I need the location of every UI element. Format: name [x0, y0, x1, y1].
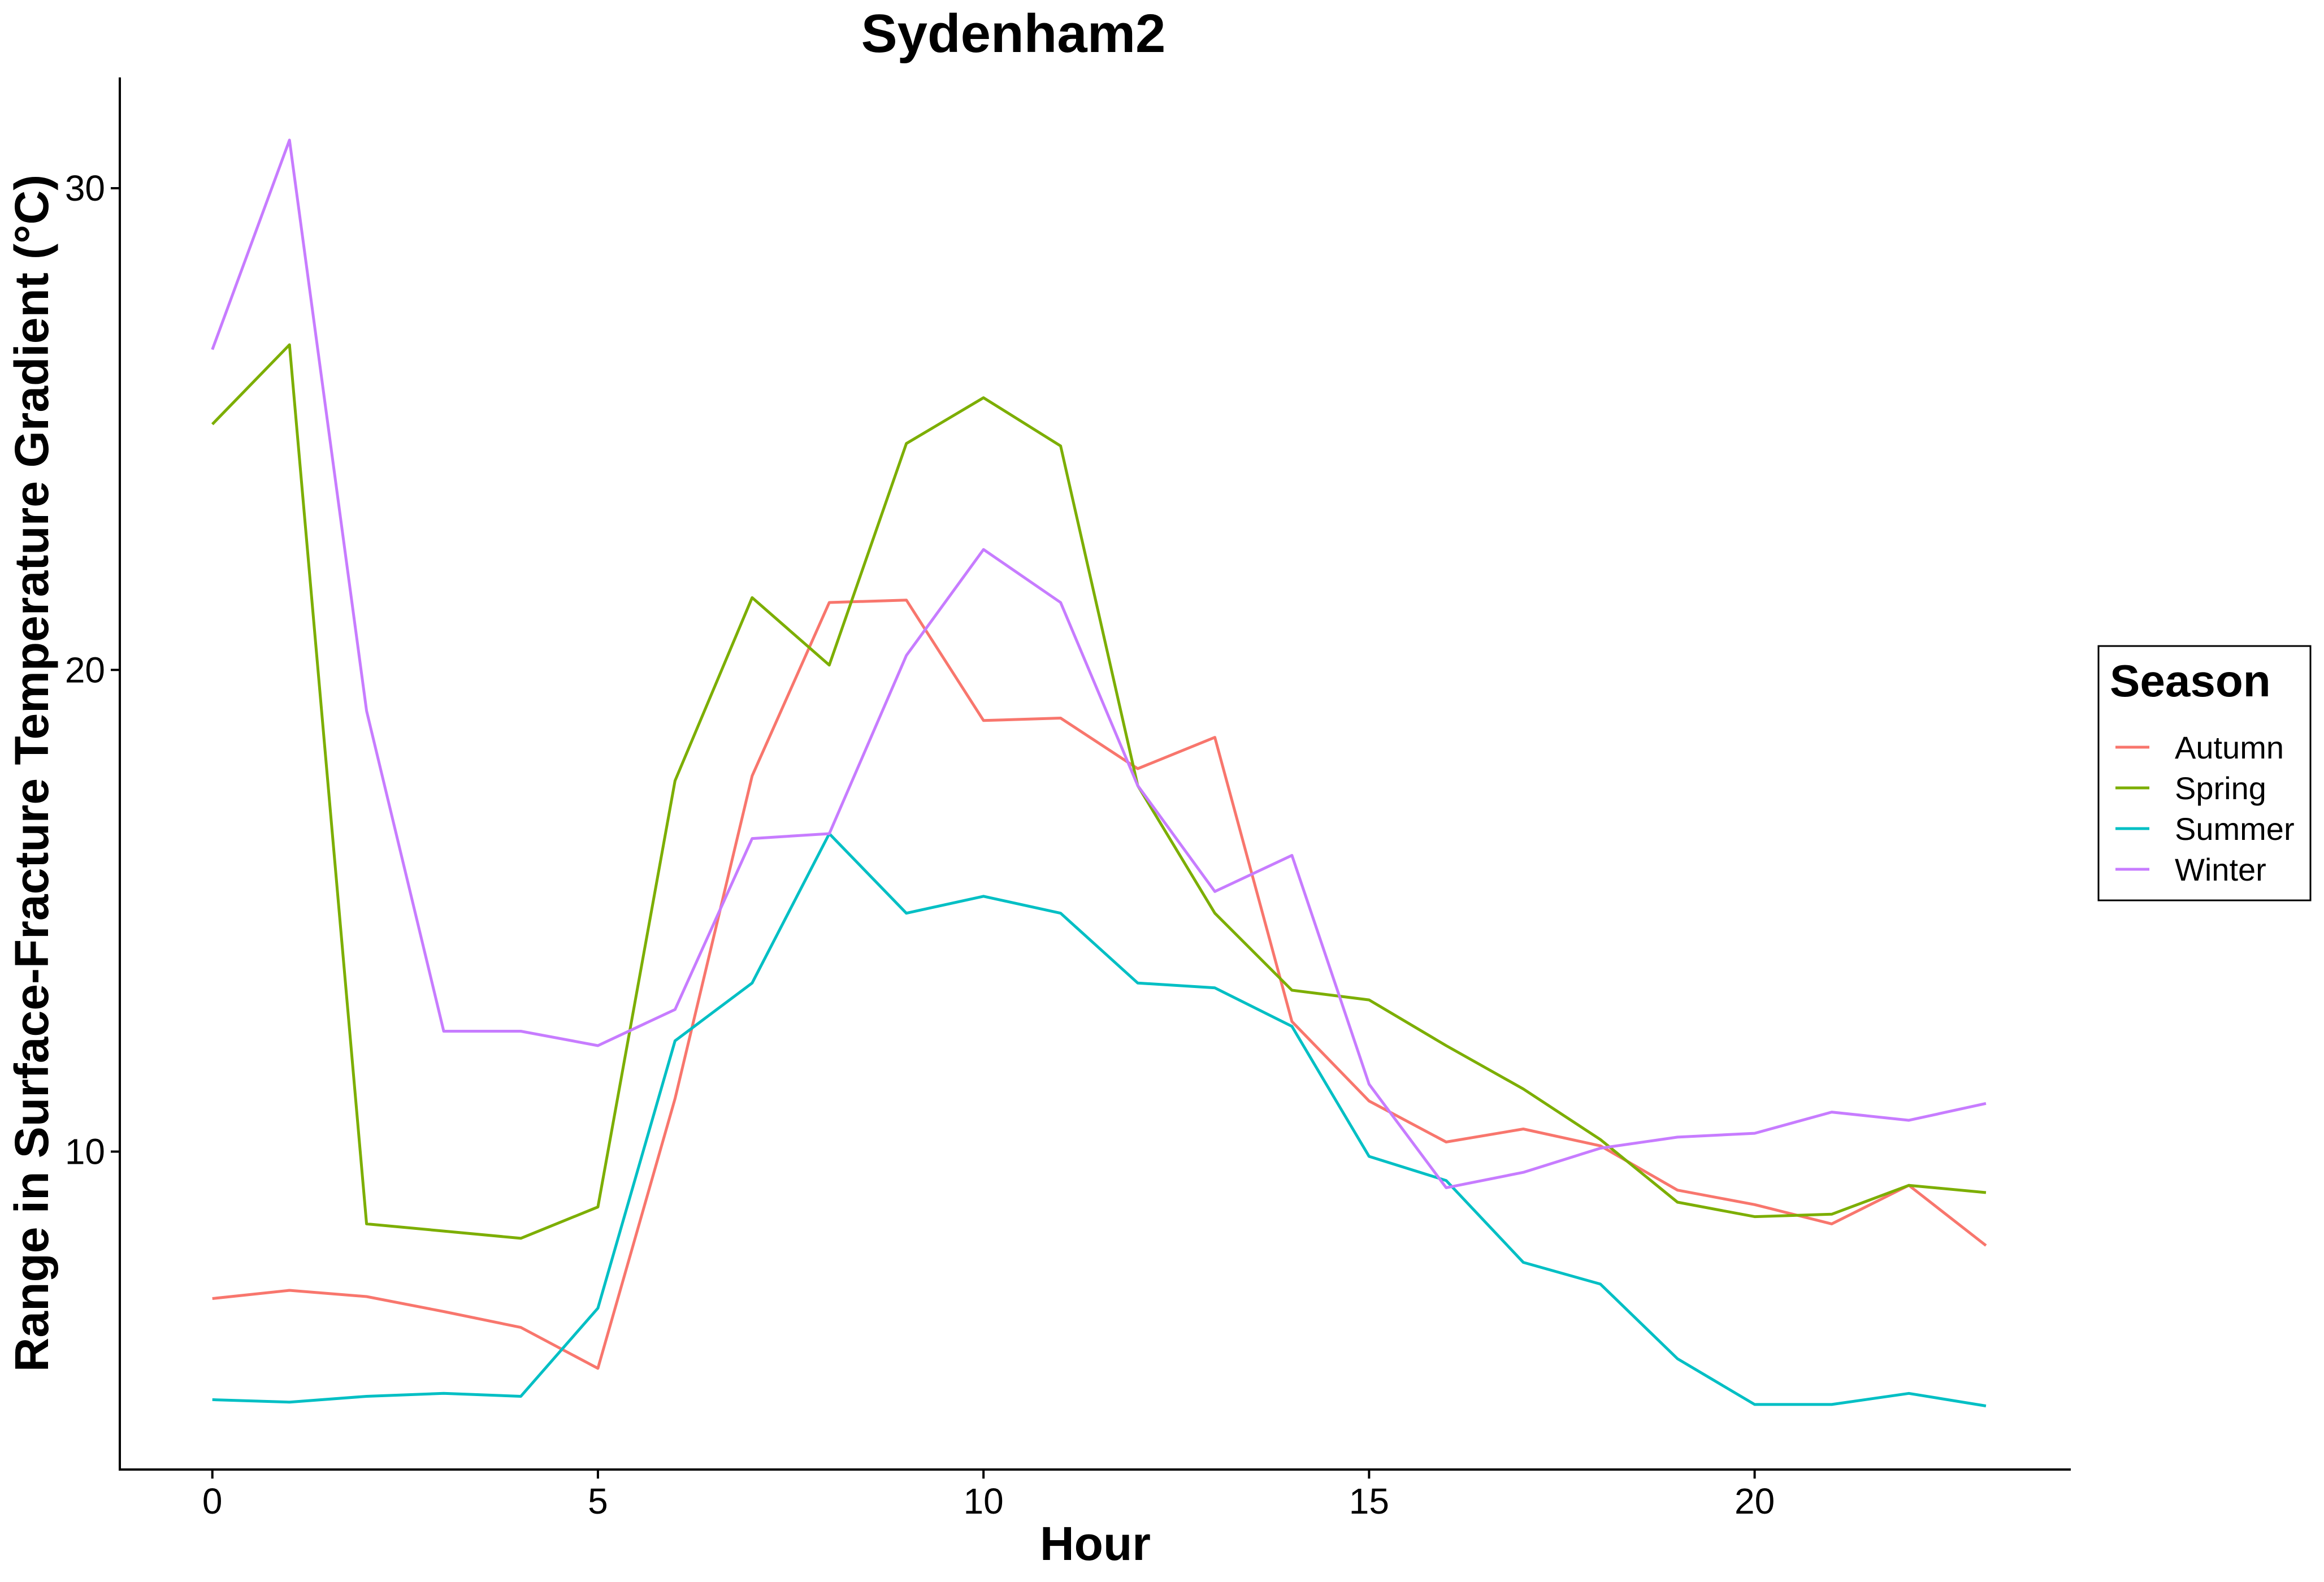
y-tick-label: 20 [65, 649, 105, 690]
legend-items: Autumn Spring Summer Winter [2115, 730, 2295, 887]
series-line-winter [211, 138, 1987, 1189]
chart-title: Sydenham2 [861, 3, 1166, 64]
legend-label-winter: Winter [2175, 852, 2266, 887]
x-tick-label: 20 [1735, 1481, 1775, 1522]
x-tick-label: 5 [588, 1481, 608, 1522]
x-tick-label: 0 [202, 1481, 223, 1522]
x-ticks: 0 5 10 15 20 [202, 1470, 1775, 1522]
x-tick-label: 10 [964, 1481, 1004, 1522]
axes [119, 77, 2071, 1471]
legend-label-summer: Summer [2175, 811, 2295, 847]
legend-box [2097, 645, 2312, 901]
plot-lines [211, 138, 1987, 1407]
x-axis-title: Hour [1040, 1517, 1151, 1570]
y-axis-title: Range in Surface-Fracture Temperature Gr… [5, 175, 58, 1372]
series-line-autumn [212, 599, 1987, 1370]
y-ticks: 10 20 30 [65, 168, 120, 1172]
legend: Season Autumn Spring Summer Winter [2097, 645, 2312, 901]
legend-label-autumn: Autumn [2175, 730, 2284, 765]
x-tick-label: 15 [1349, 1481, 1389, 1522]
legend-label-spring: Spring [2175, 770, 2266, 806]
series-line-spring [211, 343, 1987, 1240]
y-tick-label: 10 [65, 1132, 105, 1172]
y-tick-label: 30 [65, 168, 105, 209]
series-line-summer [212, 832, 1987, 1407]
legend-title: Season [2110, 656, 2271, 706]
